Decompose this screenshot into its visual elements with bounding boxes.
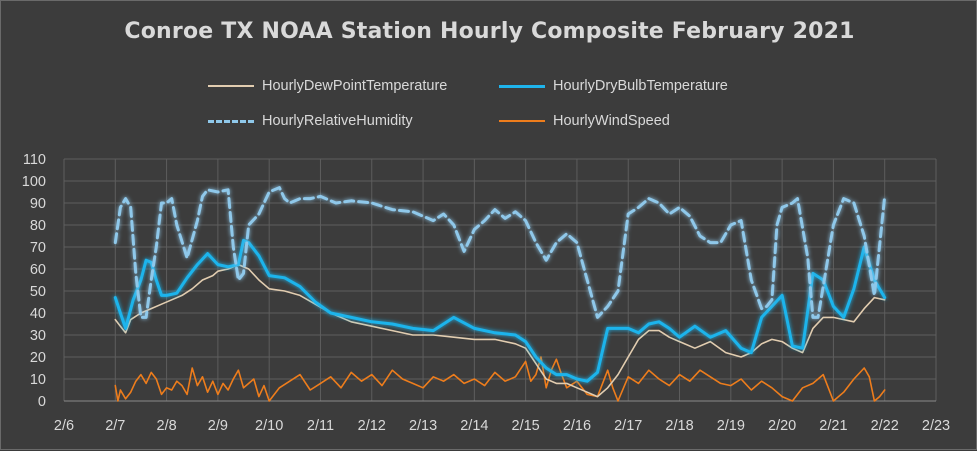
legend-item-drybulb: HourlyDryBulbTemperature	[499, 76, 728, 96]
x-tick-label: 2/17	[614, 418, 642, 434]
x-tick-label: 2/13	[409, 418, 437, 434]
y-tick-label: 30	[30, 328, 46, 344]
series-line-dewpoint	[114, 263, 886, 398]
x-tick-label: 2/14	[460, 418, 488, 434]
x-tick-label: 2/15	[512, 418, 540, 434]
x-tick-label: 2/21	[819, 418, 847, 434]
legend-label-dewpoint: HourlyDewPointTemperature	[262, 78, 448, 94]
x-tick-label: 2/7	[105, 418, 125, 434]
legend-swatch-drybulb	[499, 84, 545, 88]
chart-title: Conroe TX NOAA Station Hourly Composite …	[124, 19, 855, 44]
y-tick-label: 60	[30, 262, 46, 278]
y-tick-label: 10	[30, 372, 46, 388]
series-line-drybulb	[113, 238, 887, 383]
series-line-windspeed	[114, 356, 886, 402]
x-tick-label: 2/16	[563, 418, 591, 434]
y-tick-label: 70	[30, 240, 46, 256]
legend-swatch-humidity	[208, 119, 254, 123]
x-tick-label: 2/18	[665, 418, 693, 434]
y-tick-label: 90	[30, 196, 46, 212]
y-tick-label: 40	[30, 306, 46, 322]
x-tick-label: 2/20	[768, 418, 796, 434]
y-tick-label: 20	[30, 350, 46, 366]
x-tick-label: 2/10	[255, 418, 283, 434]
x-tick-label: 2/11	[307, 418, 334, 434]
legend-label-windspeed: HourlyWindSpeed	[553, 113, 670, 129]
x-tick-label: 2/23	[922, 418, 950, 434]
x-tick-label: 2/9	[208, 418, 228, 434]
legend-item-humidity: HourlyRelativeHumidity	[208, 111, 413, 131]
x-tick-label: 2/6	[54, 418, 74, 434]
legend-label-humidity: HourlyRelativeHumidity	[262, 113, 413, 129]
legend-label-drybulb: HourlyDryBulbTemperature	[553, 78, 728, 94]
y-tick-label: 0	[38, 394, 46, 410]
legend-item-windspeed: HourlyWindSpeed	[499, 111, 670, 131]
legend-swatch-dewpoint	[208, 85, 254, 87]
series-line-humidity	[113, 186, 887, 319]
x-tick-label: 2/22	[871, 418, 899, 434]
x-tick-label: 2/8	[157, 418, 177, 434]
x-tick-label: 2/19	[717, 418, 745, 434]
y-tick-label: 110	[23, 152, 46, 168]
legend-item-dewpoint: HourlyDewPointTemperature	[208, 76, 447, 96]
legend-swatch-windspeed	[499, 120, 545, 122]
y-tick-label: 50	[30, 284, 46, 300]
x-tick-label: 2/12	[358, 418, 386, 434]
y-tick-label: 80	[30, 218, 46, 234]
y-tick-label: 100	[22, 174, 46, 190]
